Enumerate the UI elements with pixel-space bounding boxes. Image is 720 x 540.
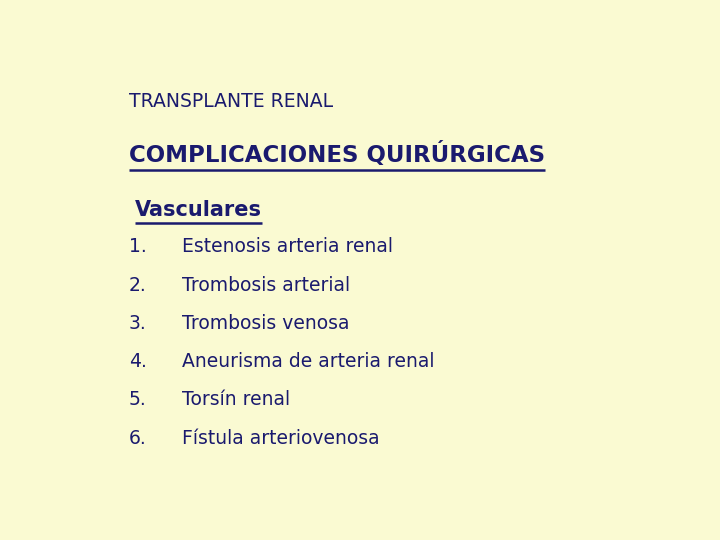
Text: Vasculares: Vasculares <box>135 200 261 220</box>
Text: Torsín renal: Torsín renal <box>182 390 290 409</box>
Text: Aneurisma de arteria renal: Aneurisma de arteria renal <box>182 352 435 371</box>
Text: TRANSPLANTE RENAL: TRANSPLANTE RENAL <box>129 92 333 111</box>
Text: 6.: 6. <box>129 429 147 448</box>
Text: Trombosis arterial: Trombosis arterial <box>182 275 350 295</box>
Text: Fístula arteriovenosa: Fístula arteriovenosa <box>182 429 379 448</box>
Text: 4.: 4. <box>129 352 147 371</box>
Text: Trombosis venosa: Trombosis venosa <box>182 314 350 333</box>
Text: Estenosis arteria renal: Estenosis arteria renal <box>182 238 393 256</box>
Text: COMPLICACIONES QUIRÚRGICAS: COMPLICACIONES QUIRÚRGICAS <box>129 141 545 167</box>
Text: 5.: 5. <box>129 390 147 409</box>
Text: 2.: 2. <box>129 275 147 295</box>
Text: 3.: 3. <box>129 314 147 333</box>
Text: 1.: 1. <box>129 238 147 256</box>
